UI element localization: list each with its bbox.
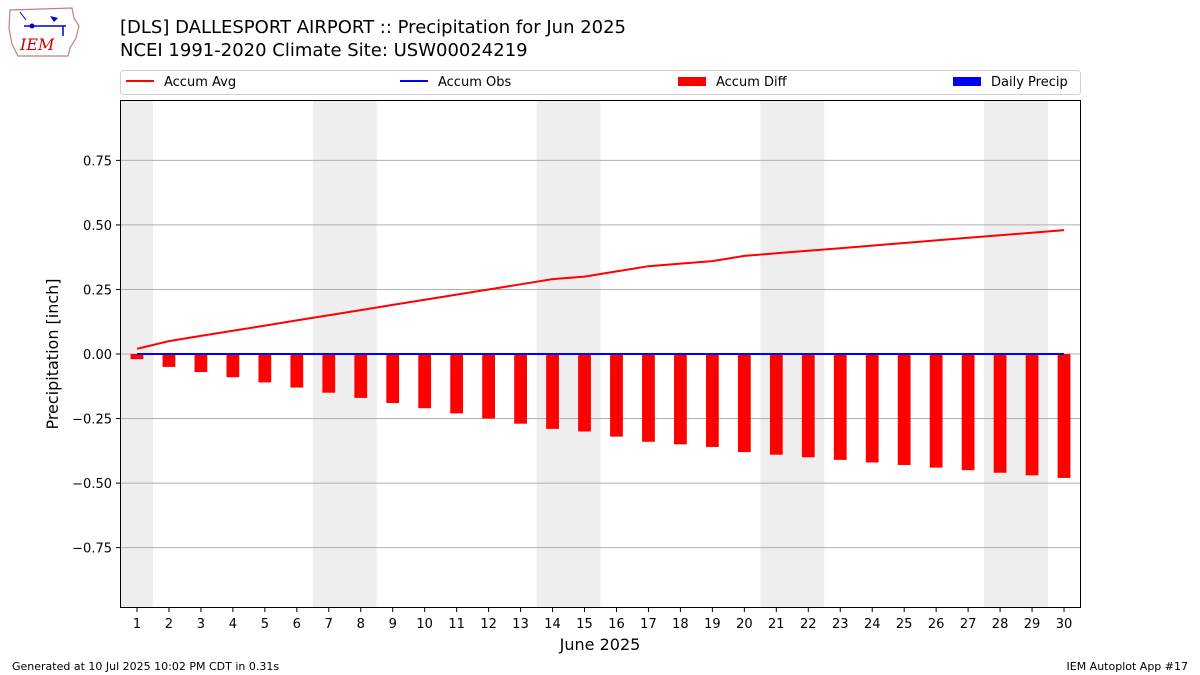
x-tick-label: 4 xyxy=(229,617,237,632)
y-tick-label: 0.25 xyxy=(83,283,112,298)
x-tick-label: 15 xyxy=(576,617,593,632)
accum-diff-bar xyxy=(610,354,623,437)
iem-logo: IEM xyxy=(8,7,80,57)
x-tick-label: 26 xyxy=(928,617,945,632)
x-tick-label: 24 xyxy=(864,617,881,632)
accum-diff-bar xyxy=(737,354,751,453)
accum-diff-bar xyxy=(674,354,687,445)
accum-diff-bar xyxy=(322,354,336,393)
x-tick-label: 21 xyxy=(768,617,785,632)
autoplot-app-label: IEM Autoplot App #17 xyxy=(1066,660,1189,673)
x-tick-label: 11 xyxy=(448,617,465,632)
accum-diff-bar xyxy=(482,354,496,419)
x-tick-label: 10 xyxy=(416,617,433,632)
generated-timestamp: Generated at 10 Jul 2025 10:02 PM CDT in… xyxy=(12,660,280,673)
x-tick-label: 22 xyxy=(800,617,817,632)
x-tick-label: 20 xyxy=(736,617,753,632)
accum-diff-bar xyxy=(1057,354,1071,478)
x-axis-label: June 2025 xyxy=(559,635,641,654)
x-tick-label: 2 xyxy=(165,617,173,632)
x-tick-label: 5 xyxy=(261,617,269,632)
x-tick-label: 7 xyxy=(325,617,333,632)
y-tick-label: 0.00 xyxy=(83,348,112,363)
accum-diff-bar xyxy=(705,354,719,447)
accum-diff-bar xyxy=(194,354,208,373)
legend: Accum Avg Accum Obs Accum Diff Daily Precip xyxy=(120,70,1081,95)
accum-diff-bar xyxy=(450,354,464,414)
accum-diff-bar xyxy=(801,354,815,458)
x-tick-label: 6 xyxy=(293,617,301,632)
y-tick-label: −0.25 xyxy=(72,413,112,428)
x-axis-ticks: 1 2 3 4 5 6 7 8 9 10 11 12 13 14 15 16 17 18 19 20 21 22 23 24 2… xyxy=(133,607,1072,632)
x-tick-label: 25 xyxy=(896,617,913,632)
x-tick-label: 29 xyxy=(1024,617,1041,632)
lines xyxy=(136,229,1065,355)
x-tick-label: 19 xyxy=(704,617,721,632)
x-tick-label: 27 xyxy=(960,617,977,632)
accum-diff-bar xyxy=(546,354,559,429)
x-tick-label: 13 xyxy=(512,617,529,632)
accum-diff-bar xyxy=(578,354,591,432)
x-tick-label: 14 xyxy=(544,617,561,632)
y-axis-ticks: −0.75 −0.50 −0.25 0.00 0.25 0.50 0.75 xyxy=(72,154,121,557)
accum-diff-bar xyxy=(1025,354,1039,476)
x-tick-label: 17 xyxy=(640,617,657,632)
accum-diff-bar xyxy=(226,354,240,378)
x-tick-label: 30 xyxy=(1056,617,1073,632)
accum-diff-bar xyxy=(418,354,432,409)
chart-title: [DLS] DALLESPORT AIRPORT :: Precipitatio… xyxy=(120,17,627,38)
x-tick-label: 16 xyxy=(608,617,625,632)
x-tick-label: 1 xyxy=(133,617,141,632)
accum-diff-bar xyxy=(865,354,879,463)
accum-diff-bar xyxy=(290,354,304,388)
accum-diff-bar xyxy=(897,354,911,466)
y-tick-label: 0.50 xyxy=(83,219,112,234)
x-tick-label: 12 xyxy=(480,617,497,632)
legend-frame xyxy=(120,70,1081,95)
accum-diff-bar xyxy=(162,354,176,367)
accum-diff-bar xyxy=(961,354,975,471)
legend-label: Accum Diff xyxy=(716,75,788,90)
x-tick-label: 28 xyxy=(992,617,1009,632)
y-tick-label: 0.75 xyxy=(83,154,112,169)
x-tick-label: 3 xyxy=(197,617,205,632)
accum-diff-bar xyxy=(769,354,783,455)
y-axis-label: Precipitation [inch] xyxy=(43,278,62,429)
accum-avg-line xyxy=(136,229,1065,350)
x-tick-label: 9 xyxy=(389,617,397,632)
accum-diff-bar xyxy=(130,354,144,360)
legend-label: Accum Obs xyxy=(438,75,511,90)
legend-label: Daily Precip xyxy=(991,75,1068,90)
accum-diff-bar xyxy=(258,354,272,383)
chart-subtitle: NCEI 1991-2020 Climate Site: USW00024219 xyxy=(120,40,528,61)
y-tick-label: −0.75 xyxy=(72,542,112,557)
accum-diff-bar xyxy=(642,354,655,442)
accum-diff-bar xyxy=(929,354,943,468)
legend-swatch-bar xyxy=(678,77,706,86)
accum-diff-bar xyxy=(993,354,1007,473)
x-tick-label: 8 xyxy=(357,617,365,632)
accum-diff-bar xyxy=(833,354,847,460)
accum-diff-bar xyxy=(386,354,400,404)
legend-label: Accum Avg xyxy=(164,75,236,90)
x-tick-label: 18 xyxy=(672,617,689,632)
y-tick-label: −0.50 xyxy=(72,477,112,492)
bars xyxy=(130,354,1071,478)
accum-diff-bar xyxy=(514,354,527,424)
x-tick-label: 23 xyxy=(832,617,849,632)
legend-swatch-bar xyxy=(953,77,981,86)
iem-logo-text: IEM xyxy=(19,35,55,54)
accum-diff-bar xyxy=(354,354,368,398)
grid-lines xyxy=(121,159,1080,549)
